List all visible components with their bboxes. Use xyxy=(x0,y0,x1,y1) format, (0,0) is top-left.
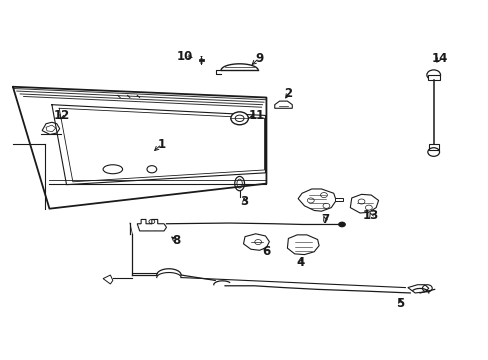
Polygon shape xyxy=(298,189,335,211)
Text: 3: 3 xyxy=(240,195,248,208)
Text: 11: 11 xyxy=(248,109,264,122)
Circle shape xyxy=(337,222,345,227)
Text: 13: 13 xyxy=(363,210,379,222)
Polygon shape xyxy=(349,194,378,213)
Polygon shape xyxy=(46,125,56,132)
Polygon shape xyxy=(103,275,113,284)
Polygon shape xyxy=(428,144,438,149)
Circle shape xyxy=(230,112,248,125)
Polygon shape xyxy=(407,285,428,293)
Polygon shape xyxy=(243,234,269,250)
Polygon shape xyxy=(42,122,60,134)
Text: 1: 1 xyxy=(157,138,165,150)
Text: 7: 7 xyxy=(320,213,328,226)
Text: 2: 2 xyxy=(284,87,292,100)
Polygon shape xyxy=(334,198,343,201)
Polygon shape xyxy=(287,235,319,255)
Text: 6: 6 xyxy=(262,245,270,258)
Text: 9: 9 xyxy=(254,51,263,64)
Polygon shape xyxy=(137,220,166,231)
Text: 14: 14 xyxy=(430,51,447,64)
Polygon shape xyxy=(274,101,292,108)
Text: 5: 5 xyxy=(396,297,404,310)
Text: 10: 10 xyxy=(177,50,193,63)
Text: 4: 4 xyxy=(296,256,304,269)
Polygon shape xyxy=(427,75,439,80)
Text: 8: 8 xyxy=(172,234,180,247)
Text: 12: 12 xyxy=(53,109,70,122)
